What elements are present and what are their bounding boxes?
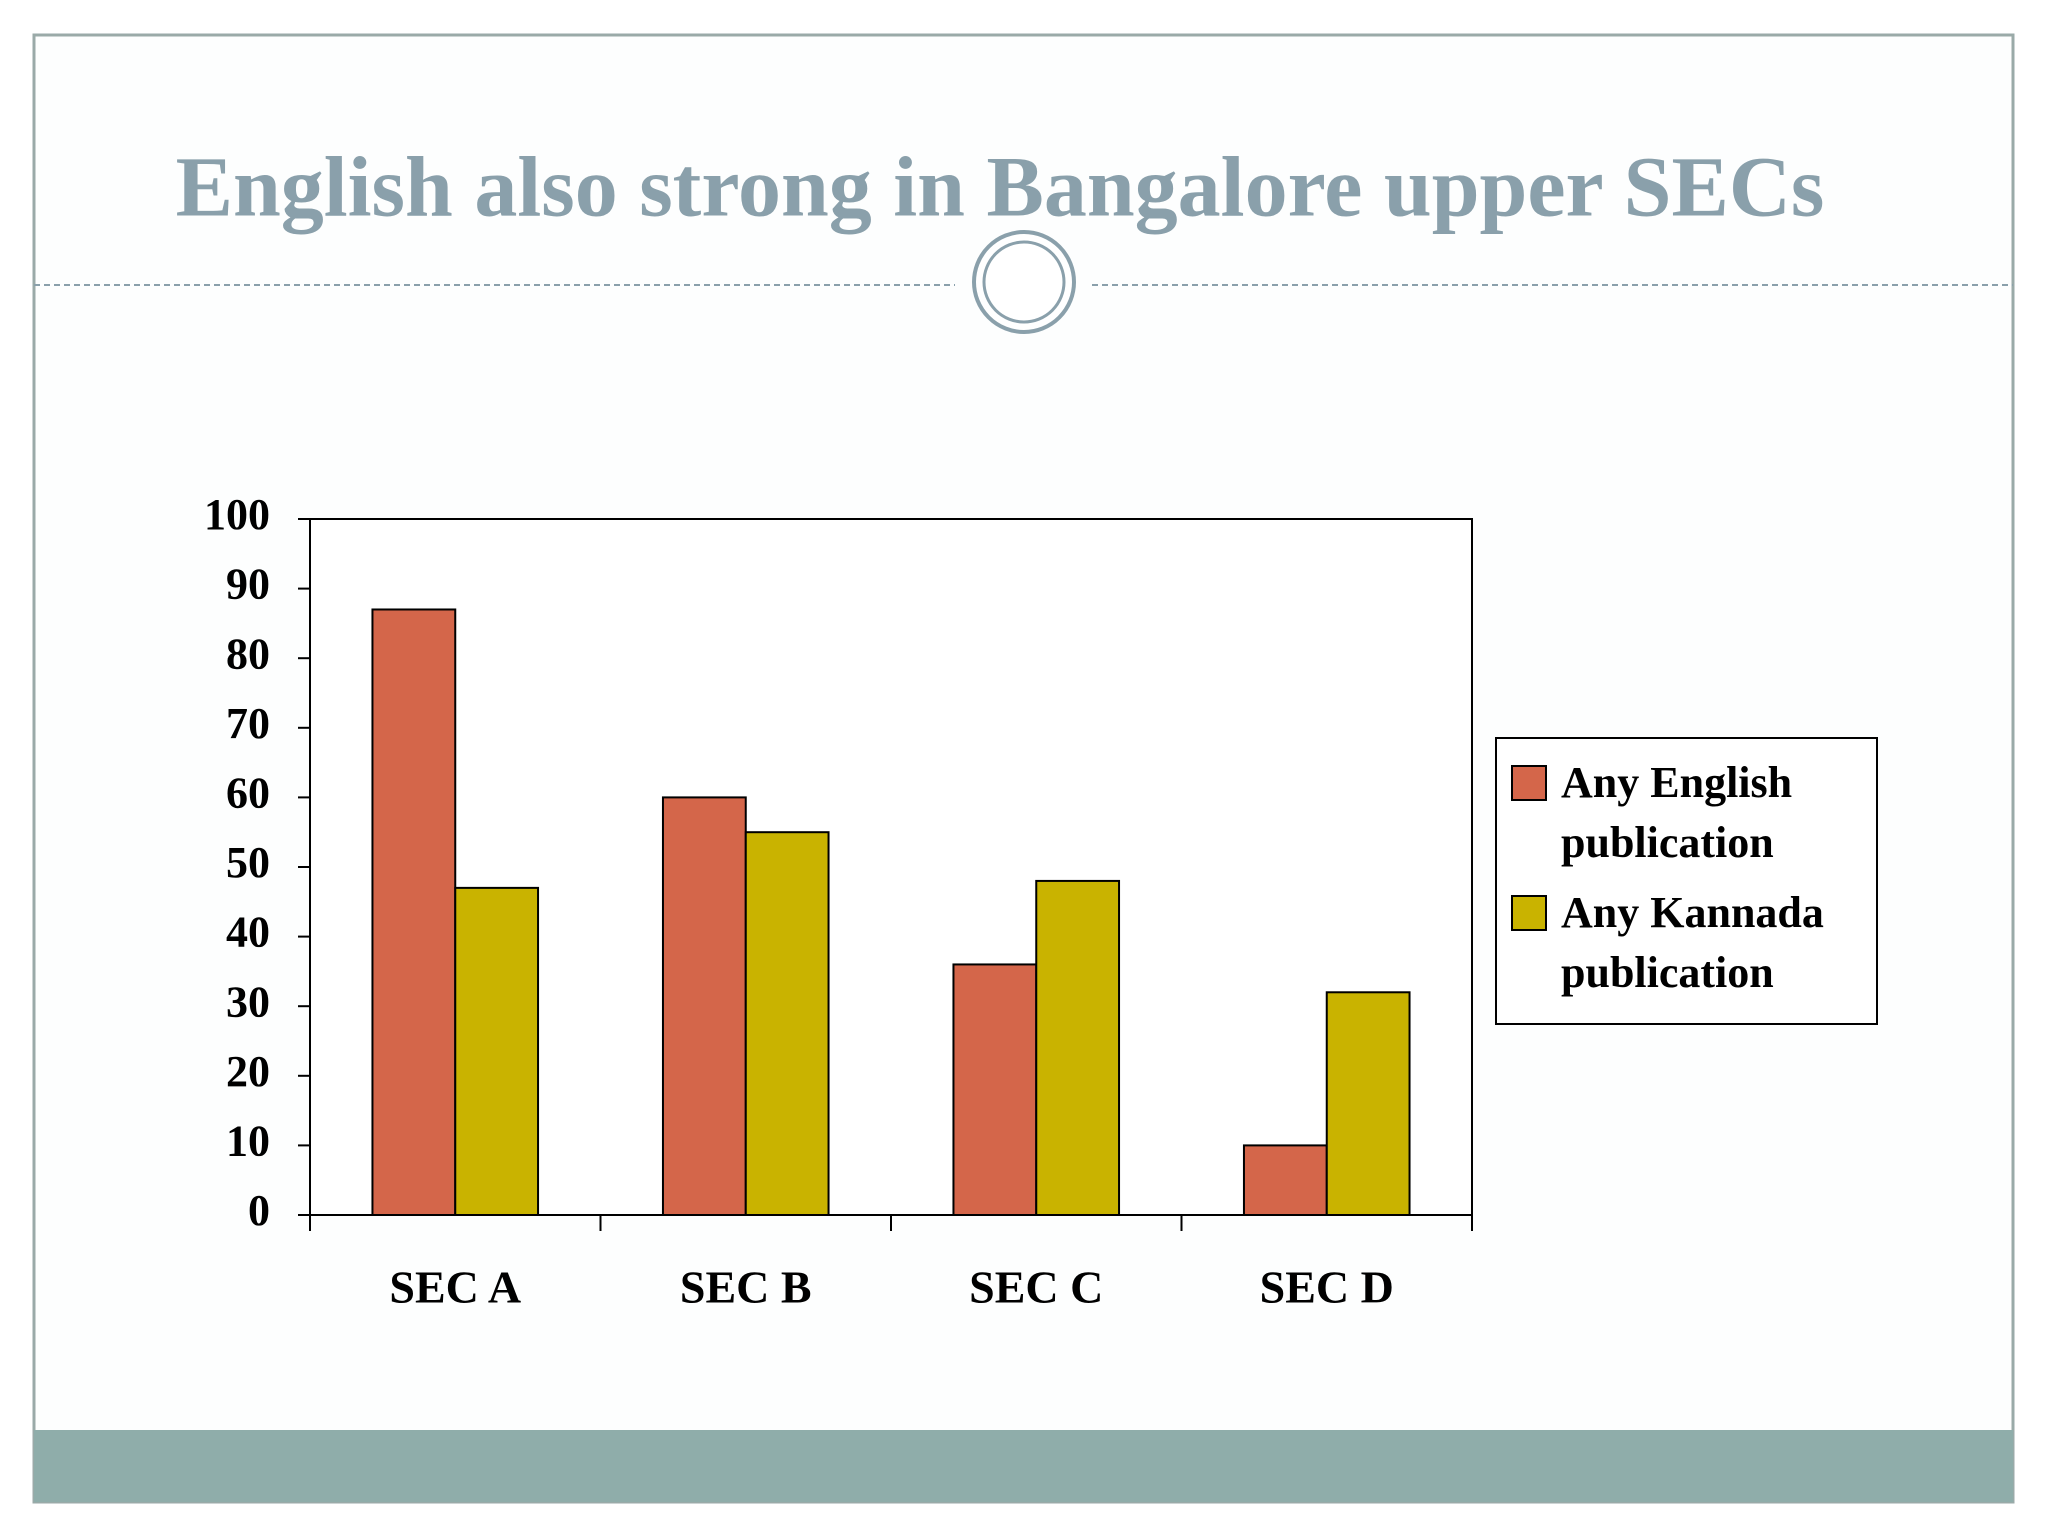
bar bbox=[454, 886, 540, 1216]
bar bbox=[1035, 879, 1121, 1216]
legend-entry: Any Kannada publication bbox=[1511, 883, 1876, 1003]
y-tick-label: 100 bbox=[204, 490, 270, 539]
footer-bar bbox=[34, 1430, 2013, 1502]
title-ornament bbox=[972, 230, 1076, 334]
y-tick-label: 70 bbox=[226, 699, 270, 748]
y-tick-label: 40 bbox=[226, 908, 270, 957]
bar bbox=[952, 963, 1038, 1216]
x-tick-label: SEC B bbox=[680, 1262, 812, 1313]
bar bbox=[371, 608, 457, 1216]
bar bbox=[1325, 991, 1411, 1217]
y-tick-label: 30 bbox=[226, 977, 270, 1026]
y-tick-label: 10 bbox=[226, 1116, 270, 1165]
x-tick-label: SEC D bbox=[1260, 1262, 1394, 1313]
y-tick-label: 90 bbox=[226, 560, 270, 609]
legend-swatch bbox=[1511, 895, 1547, 931]
legend-entry: Any English publication bbox=[1511, 753, 1876, 873]
y-tick-label: 50 bbox=[226, 838, 270, 887]
bar bbox=[1242, 1144, 1328, 1217]
x-tick-label: SEC A bbox=[389, 1262, 521, 1313]
y-tick-label: 20 bbox=[226, 1047, 270, 1096]
legend: Any English publication Any Kannada publi… bbox=[1495, 737, 1878, 1025]
x-tick-label: SEC C bbox=[969, 1262, 1103, 1313]
bar bbox=[661, 796, 747, 1217]
legend-label: Any Kannada publication bbox=[1561, 888, 1824, 997]
y-tick-label: 0 bbox=[248, 1186, 270, 1235]
y-tick-label: 80 bbox=[226, 629, 270, 678]
legend-swatch bbox=[1511, 765, 1547, 801]
chart-title: English also strong in Bangalore upper S… bbox=[176, 139, 1825, 235]
y-tick-label: 60 bbox=[226, 768, 270, 817]
title-ornament bbox=[982, 240, 1066, 324]
bar bbox=[744, 831, 830, 1216]
legend-label: Any English publication bbox=[1561, 758, 1793, 867]
